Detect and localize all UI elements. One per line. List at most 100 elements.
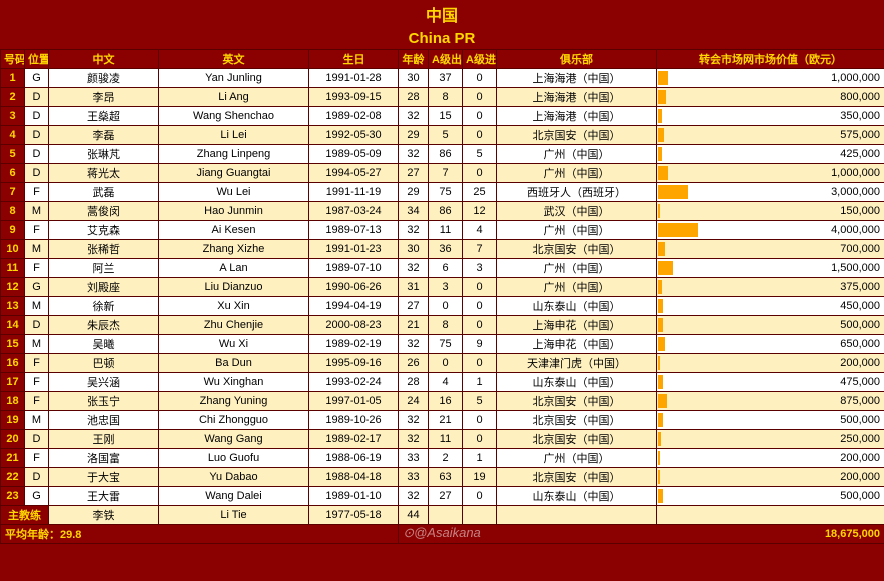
table-row: 7F武磊Wu Lei1991-11-19297525西班牙人（西班牙）3,000… bbox=[1, 183, 884, 202]
cell-goals: 0 bbox=[463, 297, 497, 316]
cell-num: 7 bbox=[1, 183, 25, 202]
cell-cn: 巴顿 bbox=[49, 354, 159, 373]
cell-goals: 0 bbox=[463, 69, 497, 88]
cell-club: 北京国安（中国） bbox=[497, 126, 657, 145]
cell-en: Yan Junling bbox=[159, 69, 309, 88]
cell-mv: 375,000 bbox=[657, 278, 884, 297]
cell-caps: 2 bbox=[429, 449, 463, 468]
coach-birth: 1977-05-18 bbox=[309, 506, 399, 525]
cell-caps: 63 bbox=[429, 468, 463, 487]
cell-age: 32 bbox=[399, 259, 429, 278]
cell-birth: 1992-05-30 bbox=[309, 126, 399, 145]
cell-cn: 艾克森 bbox=[49, 221, 159, 240]
cell-goals: 0 bbox=[463, 354, 497, 373]
cell-en: Ai Kesen bbox=[159, 221, 309, 240]
cell-mv: 250,000 bbox=[657, 430, 884, 449]
header-birth: 生日 bbox=[309, 50, 399, 69]
coach-mv bbox=[657, 506, 884, 525]
cell-num: 6 bbox=[1, 164, 25, 183]
cell-cn: 池忠国 bbox=[49, 411, 159, 430]
cell-birth: 1989-02-17 bbox=[309, 430, 399, 449]
cell-mv: 4,000,000 bbox=[657, 221, 884, 240]
cell-age: 32 bbox=[399, 335, 429, 354]
coach-caps bbox=[429, 506, 463, 525]
cell-pos: M bbox=[25, 335, 49, 354]
cell-club: 北京国安（中国） bbox=[497, 468, 657, 487]
cell-caps: 6 bbox=[429, 259, 463, 278]
cell-age: 31 bbox=[399, 278, 429, 297]
cell-en: Wu Lei bbox=[159, 183, 309, 202]
table-row: 3D王燊超Wang Shenchao1989-02-0832150上海海港（中国… bbox=[1, 107, 884, 126]
cell-en: Zhang Xizhe bbox=[159, 240, 309, 259]
cell-num: 5 bbox=[1, 145, 25, 164]
cell-mv: 800,000 bbox=[657, 88, 884, 107]
table-row: 16F巴顿Ba Dun1995-09-162600天津津门虎（中国）200,00… bbox=[1, 354, 884, 373]
cell-cn: 王燊超 bbox=[49, 107, 159, 126]
cell-en: Liu Dianzuo bbox=[159, 278, 309, 297]
cell-club: 天津津门虎（中国） bbox=[497, 354, 657, 373]
cell-club: 武汉（中国） bbox=[497, 202, 657, 221]
cell-num: 21 bbox=[1, 449, 25, 468]
table-row: 12G刘殿座Liu Dianzuo1990-06-263130广州（中国）375… bbox=[1, 278, 884, 297]
watermark: ⊙@Asaikana bbox=[403, 525, 481, 541]
cell-club: 北京国安（中国） bbox=[497, 392, 657, 411]
cell-num: 15 bbox=[1, 335, 25, 354]
cell-caps: 4 bbox=[429, 373, 463, 392]
cell-club: 广州（中国） bbox=[497, 221, 657, 240]
cell-caps: 27 bbox=[429, 487, 463, 506]
cell-cn: 张玉宁 bbox=[49, 392, 159, 411]
cell-cn: 徐新 bbox=[49, 297, 159, 316]
cell-caps: 0 bbox=[429, 354, 463, 373]
cell-club: 山东泰山（中国） bbox=[497, 297, 657, 316]
cell-goals: 12 bbox=[463, 202, 497, 221]
cell-num: 13 bbox=[1, 297, 25, 316]
cell-cn: 阿兰 bbox=[49, 259, 159, 278]
cell-age: 33 bbox=[399, 449, 429, 468]
table-row: 6D蒋光太Jiang Guangtai1994-05-272770广州（中国）1… bbox=[1, 164, 884, 183]
cell-birth: 1993-02-24 bbox=[309, 373, 399, 392]
coach-cn: 李铁 bbox=[49, 506, 159, 525]
cell-mv: 500,000 bbox=[657, 411, 884, 430]
cell-birth: 1991-01-23 bbox=[309, 240, 399, 259]
cell-age: 30 bbox=[399, 69, 429, 88]
cell-club: 广州（中国） bbox=[497, 278, 657, 297]
cell-mv: 1,500,000 bbox=[657, 259, 884, 278]
cell-num: 1 bbox=[1, 69, 25, 88]
table-row: 17F吴兴涵Wu Xinghan1993-02-242841山东泰山（中国）47… bbox=[1, 373, 884, 392]
cell-num: 11 bbox=[1, 259, 25, 278]
cell-cn: 吴曦 bbox=[49, 335, 159, 354]
cell-en: Wang Gang bbox=[159, 430, 309, 449]
cell-cn: 李昂 bbox=[49, 88, 159, 107]
cell-caps: 5 bbox=[429, 126, 463, 145]
cell-caps: 8 bbox=[429, 316, 463, 335]
table-row: 23G王大雷Wang Dalei1989-01-1032270山东泰山（中国）5… bbox=[1, 487, 884, 506]
table-row: 11F阿兰A Lan1989-07-103263广州（中国）1,500,000 bbox=[1, 259, 884, 278]
cell-goals: 0 bbox=[463, 278, 497, 297]
cell-caps: 21 bbox=[429, 411, 463, 430]
cell-birth: 1987-03-24 bbox=[309, 202, 399, 221]
header-cn: 中文 bbox=[49, 50, 159, 69]
cell-cn: 颜骏凌 bbox=[49, 69, 159, 88]
cell-goals: 0 bbox=[463, 107, 497, 126]
cell-club: 北京国安（中国） bbox=[497, 411, 657, 430]
header-goals: A级进球 bbox=[463, 50, 497, 69]
cell-age: 26 bbox=[399, 354, 429, 373]
cell-club: 广州（中国） bbox=[497, 259, 657, 278]
cell-mv: 650,000 bbox=[657, 335, 884, 354]
table-row: 1G颜骏凌Yan Junling1991-01-2830370上海海港（中国）1… bbox=[1, 69, 884, 88]
cell-pos: D bbox=[25, 430, 49, 449]
cell-birth: 1995-09-16 bbox=[309, 354, 399, 373]
cell-goals: 9 bbox=[463, 335, 497, 354]
cell-pos: F bbox=[25, 259, 49, 278]
cell-birth: 1994-05-27 bbox=[309, 164, 399, 183]
cell-goals: 19 bbox=[463, 468, 497, 487]
cell-club: 山东泰山（中国） bbox=[497, 487, 657, 506]
cell-club: 上海申花（中国） bbox=[497, 316, 657, 335]
cell-mv: 200,000 bbox=[657, 354, 884, 373]
cell-club: 山东泰山（中国） bbox=[497, 373, 657, 392]
footer-avg-age: 平均年龄：29.8 bbox=[1, 525, 399, 544]
cell-en: Xu Xin bbox=[159, 297, 309, 316]
cell-cn: 刘殿座 bbox=[49, 278, 159, 297]
cell-birth: 1989-01-10 bbox=[309, 487, 399, 506]
cell-caps: 75 bbox=[429, 183, 463, 202]
